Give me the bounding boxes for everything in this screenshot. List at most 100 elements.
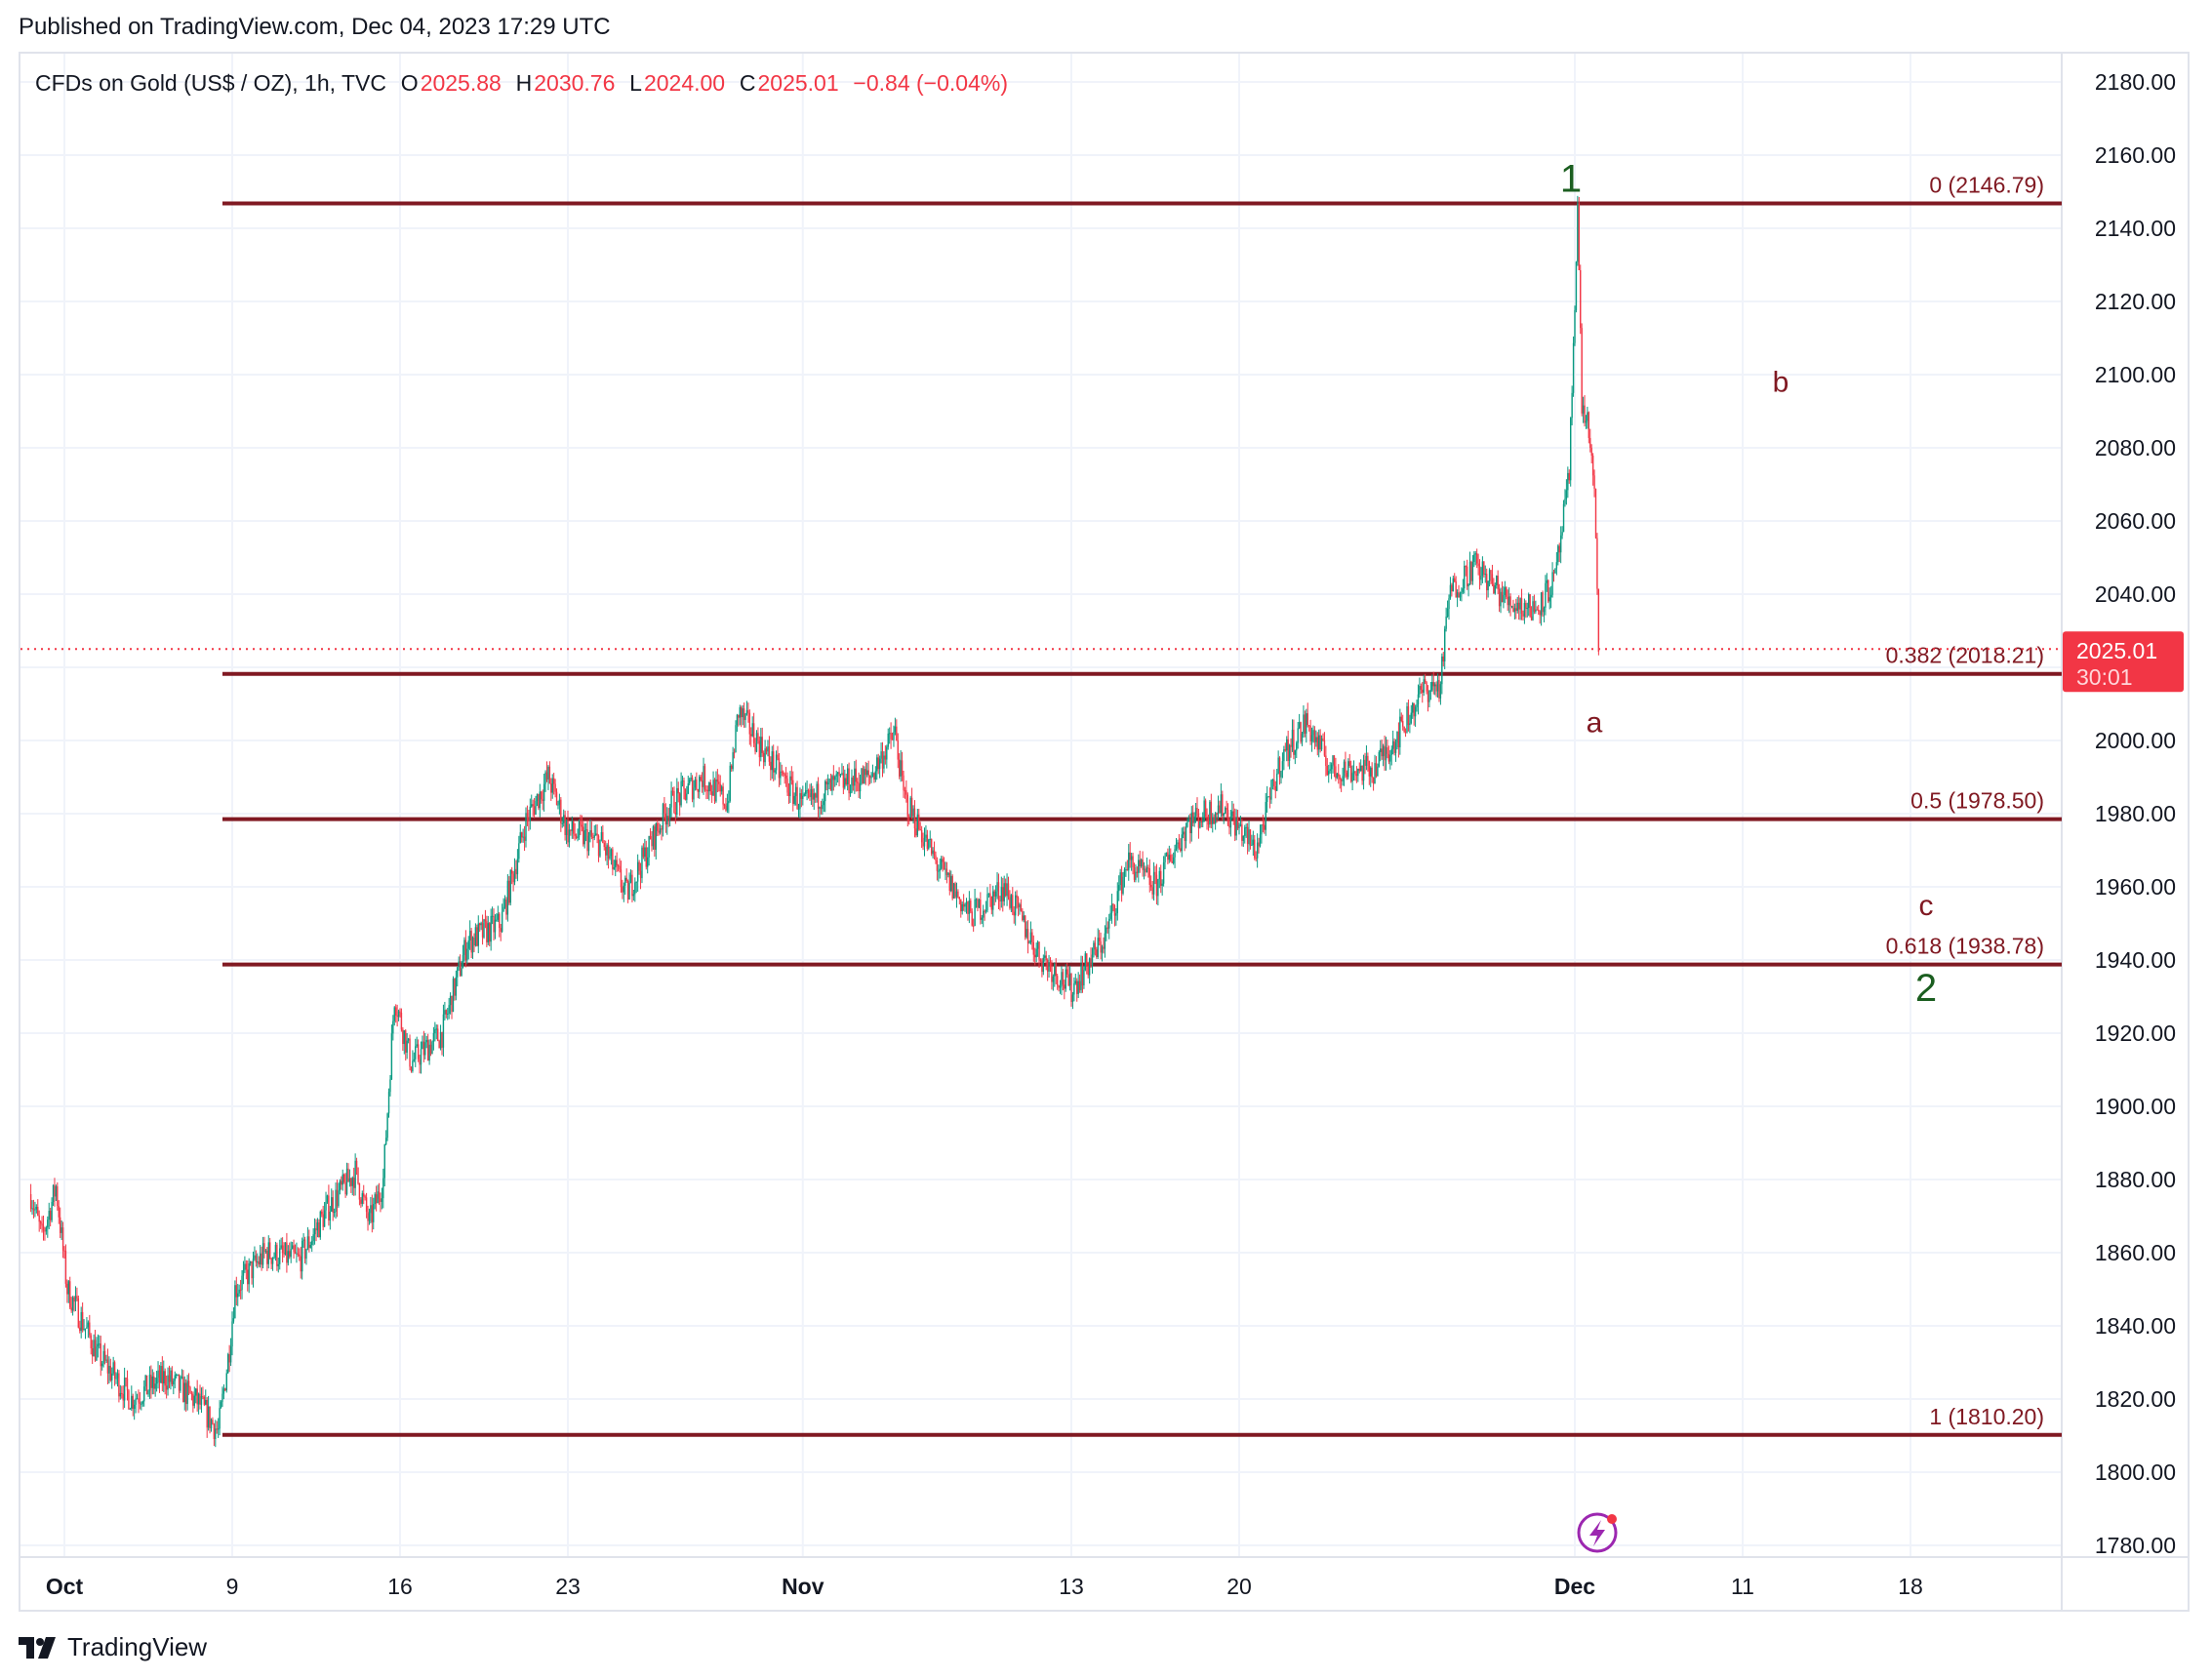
candle-body (703, 766, 704, 787)
candle-body (1049, 962, 1052, 967)
candle-body (1199, 821, 1201, 828)
candle-body (1296, 742, 1298, 751)
candle-body (252, 1258, 255, 1279)
candle-body (1155, 874, 1158, 897)
candle-body (822, 805, 824, 810)
candle-body (509, 869, 511, 903)
candle-body (435, 1028, 437, 1030)
y-tick-label: 1820.00 (2095, 1386, 2176, 1412)
candle-body (1056, 976, 1059, 986)
open-label: O (400, 70, 419, 96)
candle-body (244, 1263, 246, 1270)
candle-body (225, 1373, 227, 1391)
candle-body (1266, 796, 1268, 802)
candle-body (893, 732, 895, 740)
candle-body (1258, 842, 1260, 847)
tradingview-logo[interactable]: TradingView (19, 1632, 207, 1662)
candle-body (1068, 973, 1071, 986)
candle-body (165, 1385, 168, 1390)
candle-body (1448, 598, 1450, 609)
candle-body (1039, 959, 1042, 962)
candle-body (1174, 849, 1176, 858)
candle-body (950, 875, 952, 892)
candle-body (857, 781, 859, 783)
candle-body (964, 903, 966, 907)
candle-body (568, 829, 571, 843)
candle-body (1172, 857, 1175, 863)
candle-body (596, 833, 598, 836)
candle-body (410, 1066, 413, 1071)
candle-body (1193, 816, 1195, 823)
candle-body (560, 799, 562, 823)
candle-body (1226, 810, 1229, 825)
candle-body (341, 1180, 342, 1185)
candle-body (499, 913, 501, 929)
candle-body (502, 906, 504, 912)
candle-body (1052, 976, 1055, 982)
candle-body (402, 1029, 404, 1045)
candle-body (309, 1244, 311, 1248)
candle-body (270, 1258, 272, 1264)
candle-body (789, 776, 791, 797)
candle-body (1287, 739, 1289, 761)
candle-body (1501, 591, 1504, 603)
candle-body (1291, 730, 1294, 747)
candle-body (1567, 472, 1569, 491)
candle-body (1371, 767, 1373, 779)
candle-body (144, 1375, 146, 1387)
candle-body (564, 815, 566, 835)
candle-body (229, 1346, 232, 1363)
chart-frame[interactable] (19, 52, 2190, 1612)
candle-body (1348, 761, 1350, 767)
candle-body (648, 835, 650, 858)
candle-body (1597, 588, 1600, 652)
candle-body (342, 1174, 345, 1182)
candle-body (1104, 933, 1106, 949)
candle-body (477, 923, 479, 946)
candle-body (447, 1013, 449, 1015)
candle-body (247, 1269, 249, 1285)
lightning-icon[interactable] (1577, 1512, 1618, 1553)
candle-body (331, 1197, 333, 1212)
candle-body (1484, 574, 1486, 576)
candle-body (897, 740, 899, 760)
candle-body (910, 797, 913, 817)
candle-body (1142, 860, 1144, 870)
candle-body (249, 1260, 252, 1263)
candle-body (160, 1366, 162, 1383)
candle-body (486, 921, 488, 942)
candle-body (913, 808, 916, 829)
candle-body (390, 1033, 393, 1080)
candle-body (506, 880, 509, 915)
candle-body (1298, 722, 1301, 729)
candle-body (1570, 418, 1572, 481)
candle-body (996, 882, 998, 892)
candle-body (1012, 895, 1014, 912)
candle-body (1118, 885, 1120, 892)
candle-body (290, 1249, 292, 1258)
candle-body (476, 927, 478, 946)
candle-body (66, 1283, 68, 1295)
candle-body (293, 1245, 295, 1253)
symbol-title[interactable]: CFDs on Gold (US$ / OZ), 1h, TVC (35, 70, 387, 96)
candle-body (329, 1211, 332, 1220)
candle-body (639, 870, 642, 879)
candle-body (939, 868, 941, 871)
candle-body (480, 923, 482, 926)
candle-body (1462, 588, 1465, 592)
candle-body (121, 1392, 123, 1394)
candle-body (175, 1374, 178, 1376)
candle-body (1468, 561, 1471, 584)
candle-body (629, 874, 632, 883)
candle-body (1503, 594, 1505, 603)
candle-body (1010, 895, 1013, 908)
candle-body (852, 777, 855, 786)
candle-body (503, 900, 506, 907)
candle-body (1306, 713, 1308, 726)
candle-body (315, 1227, 317, 1231)
candle-body (794, 786, 797, 796)
candle-body (1007, 883, 1010, 898)
candle-body (222, 1388, 225, 1394)
candle-body (274, 1244, 277, 1258)
